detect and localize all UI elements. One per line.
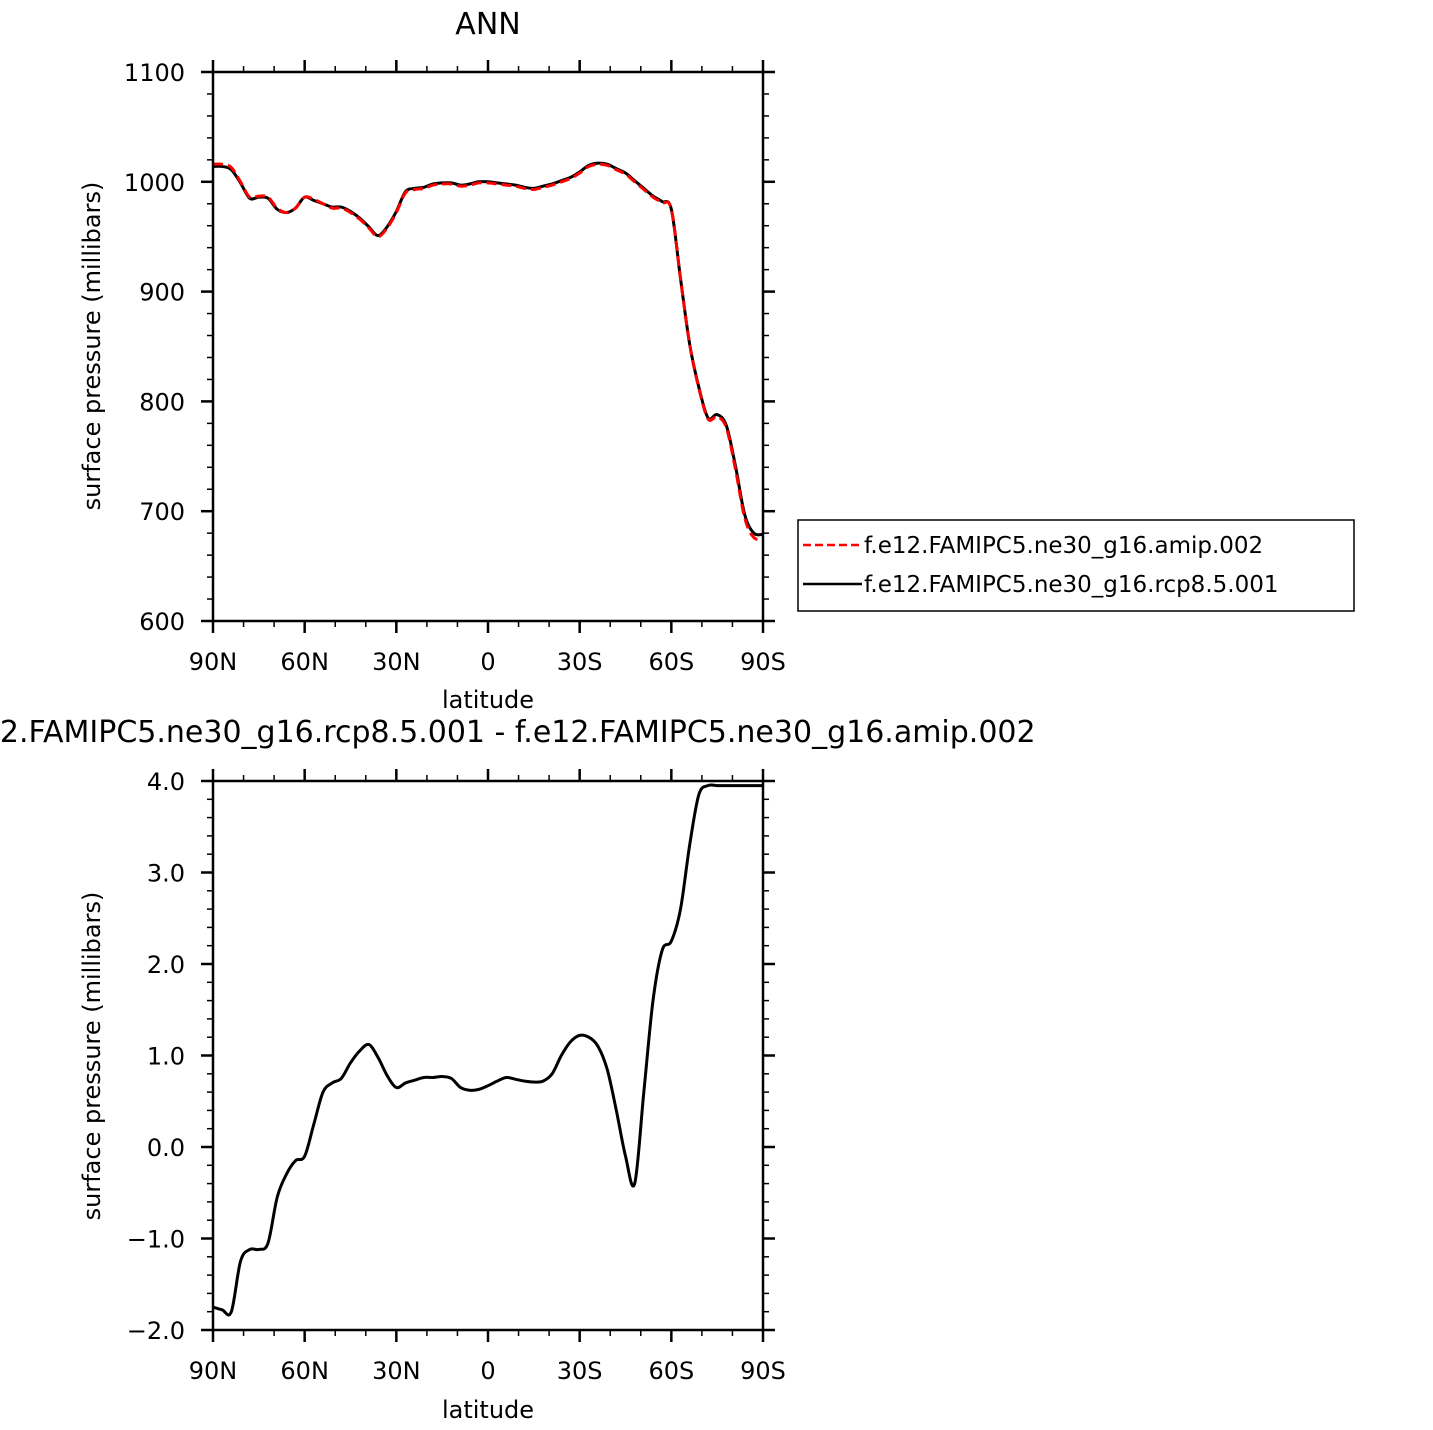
top-chart-x-axis-label: latitude: [442, 686, 534, 714]
bottom-chart: f.e12.FAMIPC5.ne30_g16.rcp8.5.001 - f.e1…: [0, 715, 1036, 1424]
bottom-chart-plot-frame: [211, 779, 765, 1332]
y-tick-label: 700: [139, 498, 185, 526]
top-series-line-0: [212, 162, 764, 541]
x-tick-label: 60S: [648, 648, 694, 676]
y-tick-label: 1100: [124, 59, 185, 87]
y-tick-label: 0.0: [147, 1134, 185, 1162]
top-series-line-1: [212, 161, 764, 537]
y-tick-label: 600: [139, 608, 185, 636]
legend-box: [797, 519, 1355, 612]
x-tick-label: 90N: [189, 1357, 238, 1385]
top-chart-title: ANN: [455, 7, 520, 42]
y-tick-label: 900: [139, 279, 185, 307]
top-chart-plot-frame: [211, 70, 765, 623]
top-chart-y-axis-label: surface pressure (millibars): [78, 182, 106, 511]
y-tick-label: 4.0: [147, 768, 185, 796]
x-tick-label: 0: [480, 648, 495, 676]
bottom-chart-x-axis-label: latitude: [442, 1396, 534, 1424]
y-tick-label: 3.0: [147, 860, 185, 888]
top-chart: ANN latitude surface pressure (millibars…: [78, 7, 786, 714]
x-tick-label: 30N: [372, 648, 421, 676]
y-tick-label: −2.0: [127, 1317, 185, 1345]
top-chart-tick-labels: 90N 60N 30N 0 30S 60S 90S 600 700 800 900 1000 1100: [124, 59, 786, 676]
x-tick-label: 90S: [740, 1357, 786, 1385]
top-chart-ticks: [201, 60, 775, 633]
bottom-chart-title: f.e12.FAMIPC5.ne30_g16.rcp8.5.001 - f.e1…: [0, 715, 1036, 750]
legend-label-amip: f.e12.FAMIPC5.ne30_g16.amip.002: [864, 533, 1263, 559]
x-tick-label: 60N: [280, 1357, 329, 1385]
top-chart-series: [212, 161, 764, 541]
x-tick-label: 30S: [557, 648, 603, 676]
y-tick-label: 800: [139, 388, 185, 416]
legend: f.e12.FAMIPC5.ne30_g16.amip.002 f.e12.FA…: [797, 519, 1355, 612]
bottom-chart-y-axis-label: surface pressure (millibars): [78, 892, 106, 1221]
legend-label-rcp: f.e12.FAMIPC5.ne30_g16.rcp8.5.001: [864, 572, 1278, 598]
x-tick-label: 60N: [280, 648, 329, 676]
y-tick-label: 2.0: [147, 951, 185, 979]
bottom-chart-series: [212, 783, 763, 1317]
bottom-chart-tick-labels: 90N 60N 30N 0 30S 60S 90S −2.0 −1.0 0.0 1.0 2.0 3.0 4…: [127, 768, 786, 1385]
bottom-series-line-0: [212, 783, 763, 1317]
y-tick-label: 1.0: [147, 1043, 185, 1071]
x-tick-label: 30S: [557, 1357, 603, 1385]
x-tick-label: 90N: [189, 648, 238, 676]
x-tick-label: 30N: [372, 1357, 421, 1385]
y-tick-label: −1.0: [127, 1226, 185, 1254]
x-tick-label: 60S: [648, 1357, 694, 1385]
x-tick-label: 0: [480, 1357, 495, 1385]
x-tick-label: 90S: [740, 648, 786, 676]
y-tick-label: 1000: [124, 169, 185, 197]
